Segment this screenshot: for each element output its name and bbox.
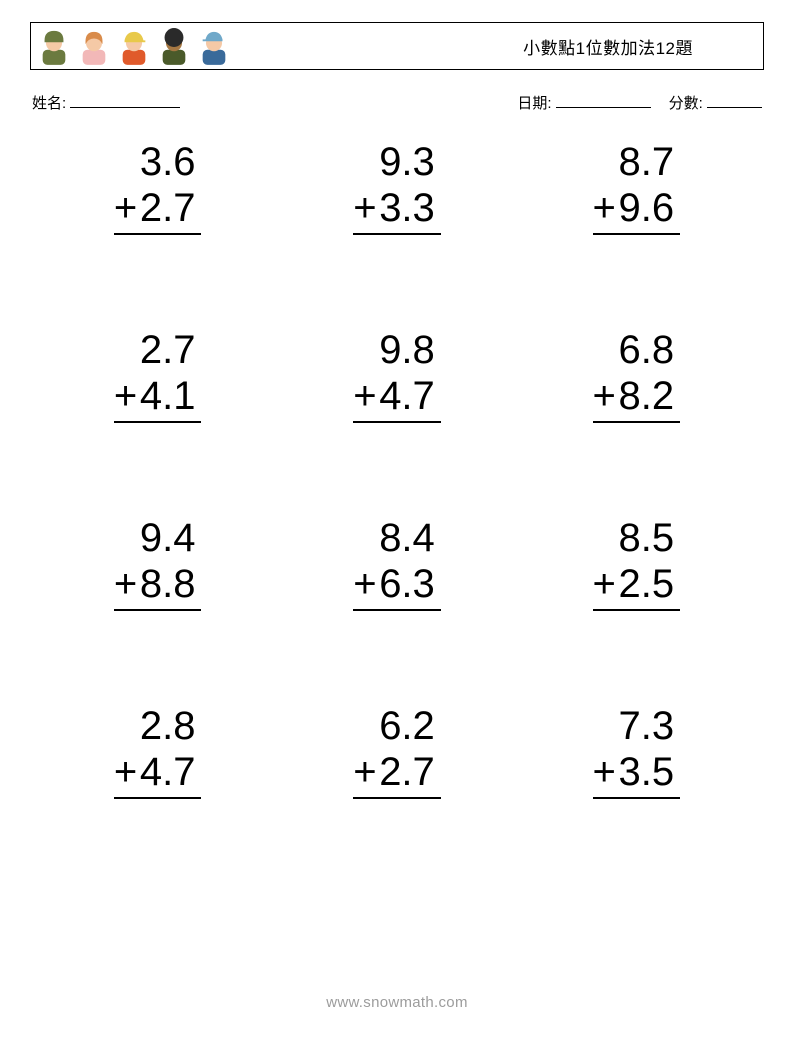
worksheet-title: 小數點1位數加法12題 [523,34,753,59]
problem-7: 9.4 + 8.8 [58,515,257,611]
problem-1-operator: + [114,185,140,231]
problem-8: 8.4 + 6.3 [297,515,496,611]
problem-7-bottom: 8.8 [140,561,196,607]
problem-3-bottom: 9.6 [619,185,675,231]
avatar-4-icon [157,26,191,66]
info-row: 姓名: 日期: 分數: [30,92,764,113]
problem-5: 9.8 + 4.7 [297,327,496,423]
problem-9-bottom: 2.5 [619,561,675,607]
date-field: 日期: [517,92,650,113]
problem-5-operator: + [353,373,379,419]
avatar-1-icon [37,26,71,66]
problem-3-top: 8.7 [593,139,681,185]
problem-9: 8.5 + 2.5 [537,515,736,611]
avatar-row [37,26,231,66]
problem-6-operator: + [593,373,619,419]
problem-9-top: 8.5 [593,515,681,561]
avatar-5-icon [197,26,231,66]
avatar-2-icon [77,26,111,66]
date-label: 日期: [517,95,551,112]
problem-6-bottom: 8.2 [619,373,675,419]
problem-4-operator: + [114,373,140,419]
problem-7-operator: + [114,561,140,607]
problem-2: 9.3 + 3.3 [297,139,496,235]
header-box: 小數點1位數加法12題 [30,22,764,70]
problem-12-operator: + [593,749,619,795]
score-field: 分數: [669,92,762,113]
name-label: 姓名: [32,95,66,112]
problem-4-top: 2.7 [114,327,202,373]
problem-1-bottom: 2.7 [140,185,196,231]
problem-12-top: 7.3 [593,703,681,749]
problem-2-top: 9.3 [353,139,441,185]
watermark: www.snowmath.com [0,994,794,1011]
name-blank[interactable] [70,92,180,108]
score-label: 分數: [669,95,703,112]
problem-4-bottom: 4.1 [140,373,196,419]
problem-8-operator: + [353,561,379,607]
date-blank[interactable] [556,92,651,108]
problem-6: 6.8 + 8.2 [537,327,736,423]
problems-grid: 3.6 + 2.7 9.3 + 3.3 8.7 + 9.6 2.7 + 4.1 [30,139,764,799]
problem-1-top: 3.6 [114,139,202,185]
problem-11: 6.2 + 2.7 [297,703,496,799]
score-blank[interactable] [707,92,762,108]
problem-4: 2.7 + 4.1 [58,327,257,423]
problem-7-top: 9.4 [114,515,202,561]
problem-10-operator: + [114,749,140,795]
problem-8-top: 8.4 [353,515,441,561]
problem-3-operator: + [593,185,619,231]
problem-2-operator: + [353,185,379,231]
problem-11-bottom: 2.7 [379,749,435,795]
problem-8-bottom: 6.3 [379,561,435,607]
problem-10: 2.8 + 4.7 [58,703,257,799]
problem-9-operator: + [593,561,619,607]
problem-11-operator: + [353,749,379,795]
problem-10-bottom: 4.7 [140,749,196,795]
problem-2-bottom: 3.3 [379,185,435,231]
name-field: 姓名: [32,92,517,113]
problem-10-top: 2.8 [114,703,202,749]
worksheet-page: 小數點1位數加法12題 姓名: 日期: 分數: 3.6 + 2.7 [0,0,794,1053]
problem-5-bottom: 4.7 [379,373,435,419]
avatar-3-icon [117,26,151,66]
problem-6-top: 6.8 [593,327,681,373]
problem-12: 7.3 + 3.5 [537,703,736,799]
problem-3: 8.7 + 9.6 [537,139,736,235]
problem-1: 3.6 + 2.7 [58,139,257,235]
problem-11-top: 6.2 [353,703,441,749]
problem-12-bottom: 3.5 [619,749,675,795]
problem-5-top: 9.8 [353,327,441,373]
